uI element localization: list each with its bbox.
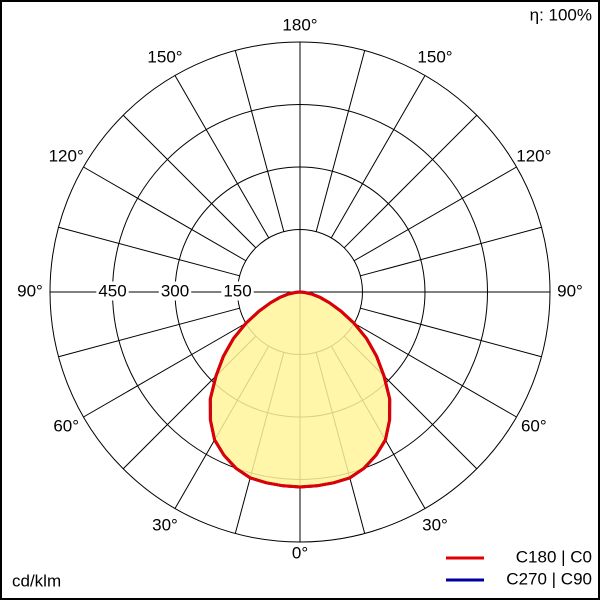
spoke	[353, 322, 517, 418]
angle-label: 30°	[152, 515, 178, 534]
spoke	[58, 307, 240, 358]
angle-label: 120°	[516, 146, 551, 165]
angle-label: 0°	[292, 543, 308, 562]
spoke	[330, 75, 426, 239]
r-tick-bg	[96, 281, 129, 301]
unit-label: cd/klm	[12, 571, 61, 590]
spoke	[174, 75, 270, 239]
angle-label: 30°	[422, 515, 448, 534]
legend-label: C270 | C90	[506, 569, 592, 588]
spoke	[360, 226, 542, 277]
spoke	[315, 50, 366, 232]
intensity-area	[210, 292, 390, 487]
angle-label: 90°	[17, 281, 43, 300]
r-tick-bg	[221, 281, 254, 301]
r-tick-label: 150	[223, 281, 251, 300]
r-tick-label: 300	[161, 281, 189, 300]
spoke	[360, 307, 542, 358]
efficiency: η: 100%	[530, 5, 592, 24]
intensity-curve	[208, 290, 392, 489]
angle-label: 150°	[417, 48, 452, 67]
legend-label: C180 | C0	[516, 547, 592, 566]
spoke	[83, 166, 247, 262]
r-tick-bg	[158, 281, 192, 301]
angle-label: 120°	[49, 146, 84, 165]
labels: 150 300 450 0° 30° 30° 60° 60° 90° 90° 120° 120° 150…	[17, 15, 592, 588]
curves	[208, 290, 392, 489]
r-tick-label: 450	[98, 281, 126, 300]
spoke	[58, 226, 240, 277]
angle-label: 60°	[53, 416, 79, 435]
angle-label: 60°	[521, 416, 547, 435]
spoke	[234, 50, 285, 232]
angle-label: 180°	[282, 15, 317, 34]
angle-label: 90°	[557, 281, 583, 300]
angle-label: 150°	[147, 48, 182, 67]
spoke	[343, 114, 478, 249]
spoke	[83, 322, 247, 418]
spoke	[353, 166, 517, 262]
spoke	[122, 114, 257, 249]
